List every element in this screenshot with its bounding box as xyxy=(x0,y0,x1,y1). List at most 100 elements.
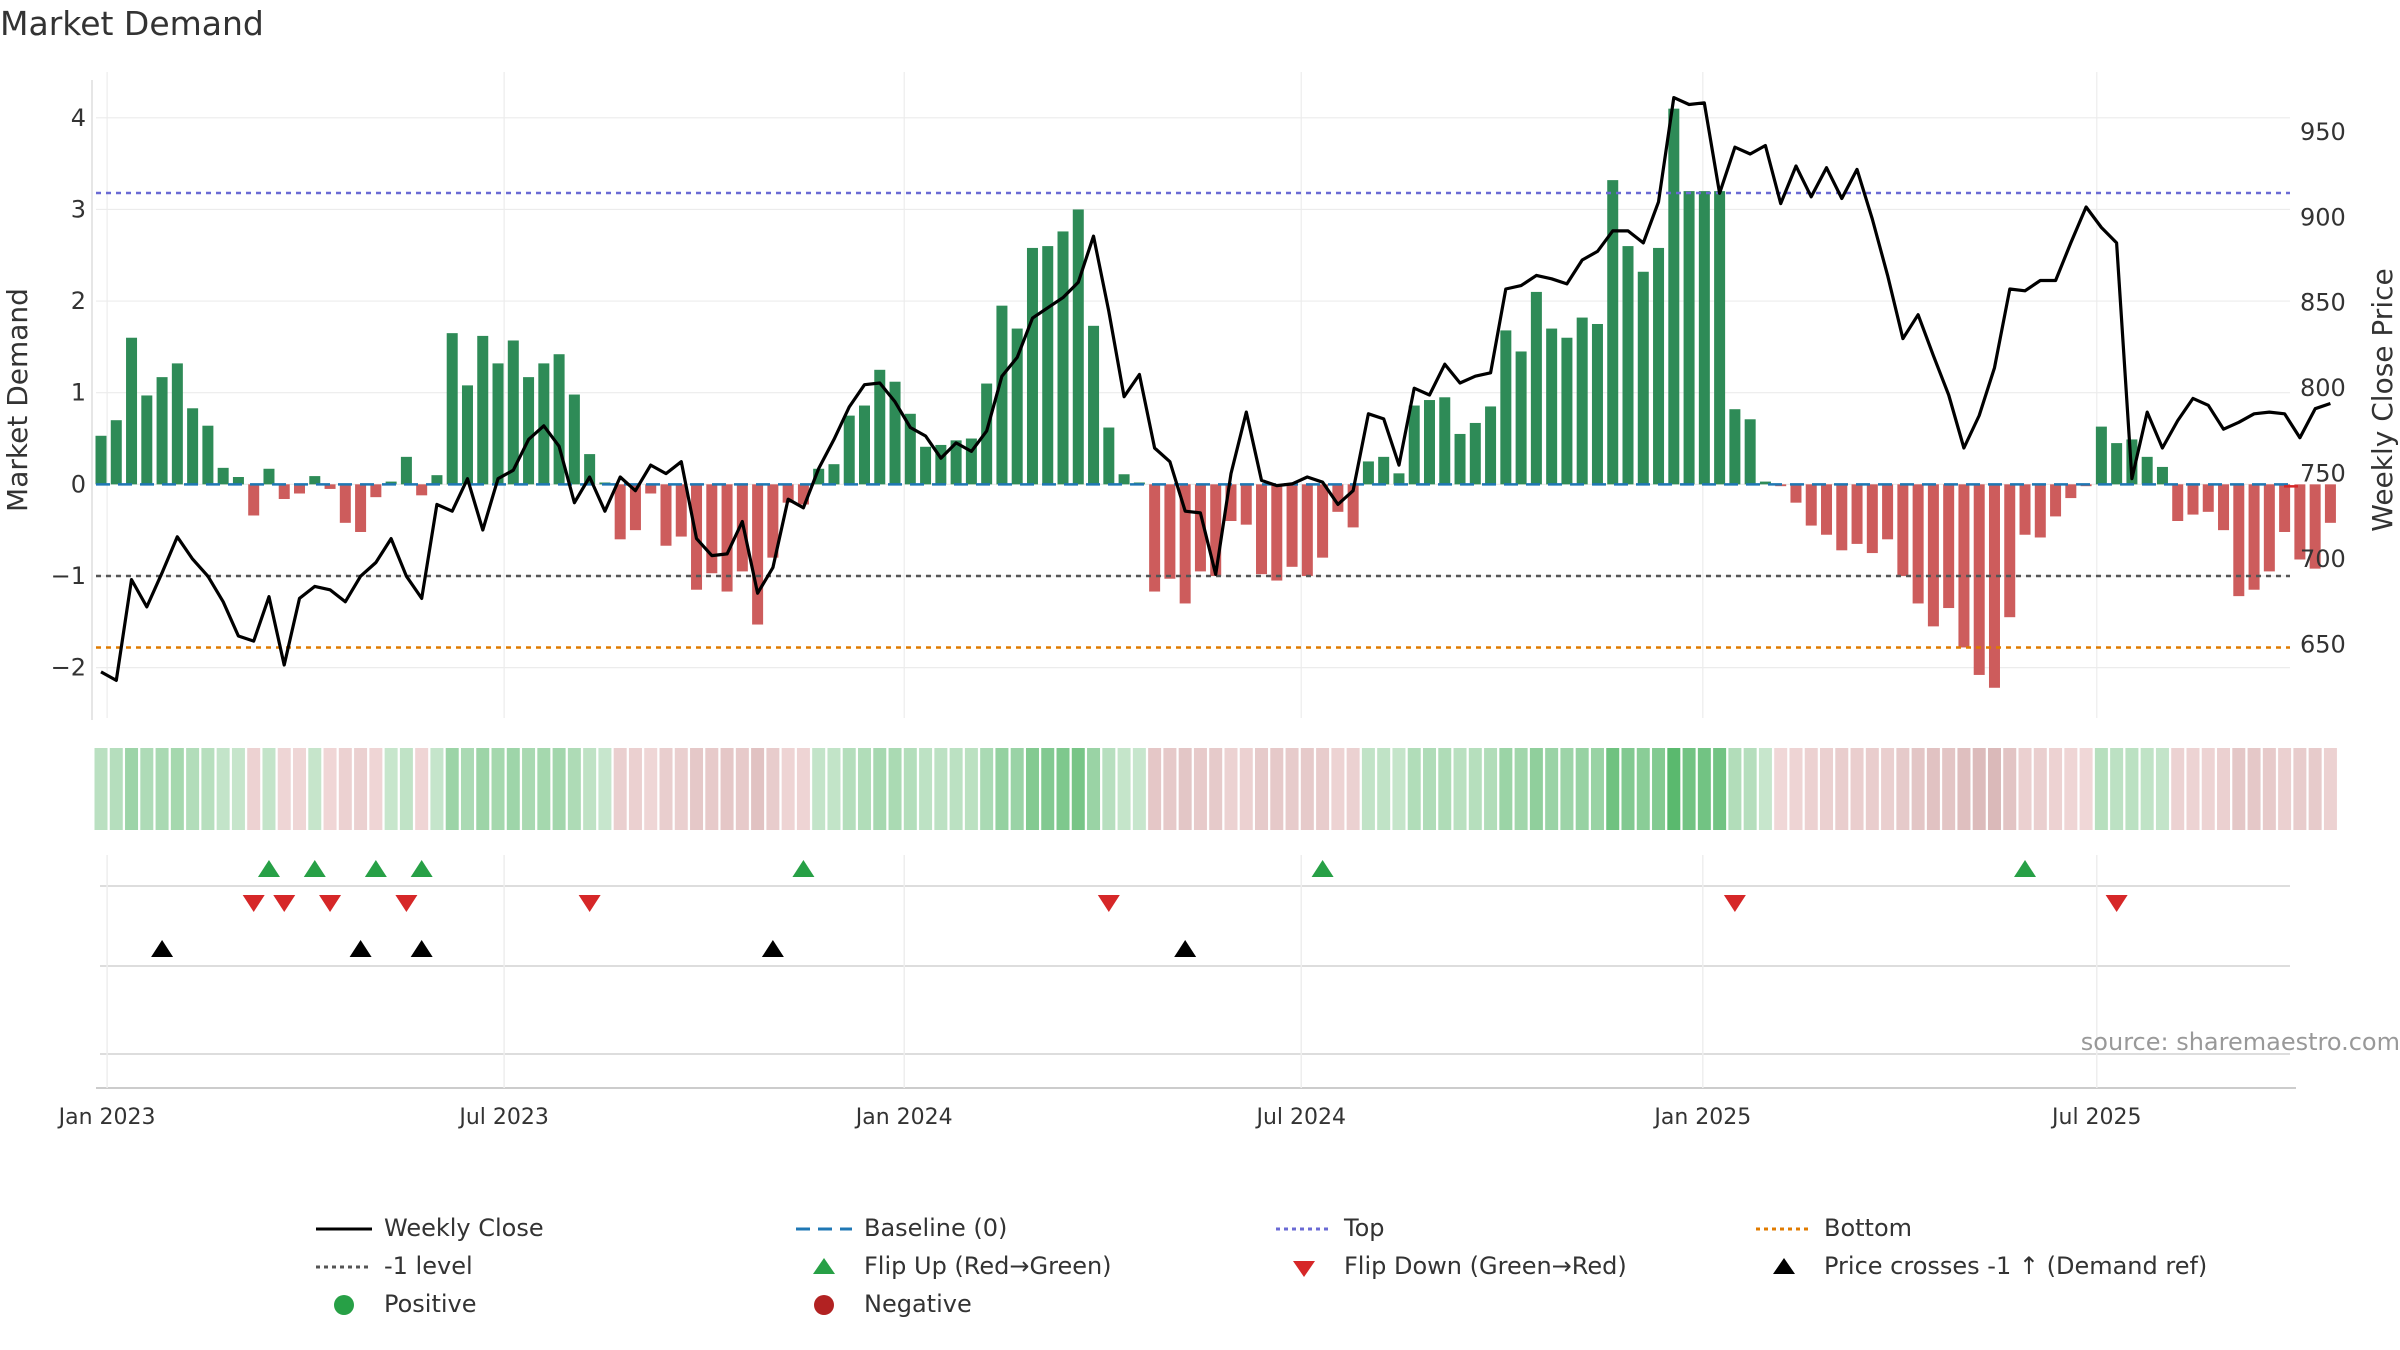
y2-tick-label: 850 xyxy=(2300,289,2346,317)
demand-bar xyxy=(1454,433,1466,485)
heat-cell xyxy=(1758,748,1772,830)
heat-cell xyxy=(1545,748,1559,830)
demand-bar xyxy=(859,405,870,485)
demand-bar xyxy=(1332,484,1344,512)
legend-label: Positive xyxy=(384,1290,477,1318)
heat-cell xyxy=(1025,748,1039,830)
x-tick-label: Jul 2025 xyxy=(2050,1105,2142,1130)
demand-bar xyxy=(126,337,138,485)
heat-cell xyxy=(354,748,368,830)
flip-down-marker xyxy=(395,895,418,912)
heat-cell xyxy=(369,748,383,830)
heat-cell xyxy=(1087,748,1101,830)
demand-bar xyxy=(477,335,489,485)
heat-cell xyxy=(2064,748,2078,830)
x-tick-label: Jan 2024 xyxy=(854,1105,953,1130)
heat-cell xyxy=(1484,748,1498,830)
demand-bar xyxy=(1026,247,1038,485)
demand-bar xyxy=(492,363,504,485)
y-tick-label: 2 xyxy=(71,287,86,315)
legend-label: Baseline (0) xyxy=(864,1214,1008,1242)
y-tick-label: 4 xyxy=(71,104,86,132)
demand-bar xyxy=(1591,323,1603,485)
heat-cell xyxy=(1881,748,1895,830)
heat-cell xyxy=(1178,748,1192,830)
flip-down-marker xyxy=(1723,895,1746,912)
demand-bar xyxy=(232,477,244,485)
heat-cell xyxy=(1865,748,1879,830)
heat-cell xyxy=(109,748,123,830)
heat-cell xyxy=(125,748,139,830)
heat-cell xyxy=(1392,748,1406,830)
heat-cell xyxy=(980,748,994,830)
demand-bar xyxy=(523,377,535,485)
demand-bar xyxy=(1118,474,1130,485)
heat-cell xyxy=(1422,748,1436,830)
demand-bar xyxy=(2095,426,2107,485)
y-tick-label: −2 xyxy=(51,654,86,682)
heat-cell xyxy=(1224,748,1238,830)
demand-bar xyxy=(416,484,428,496)
demand-bar xyxy=(920,446,932,485)
demand-bar xyxy=(2111,443,2123,485)
demand-bar xyxy=(1561,337,1573,485)
heat-cell xyxy=(873,748,887,830)
heat-cell xyxy=(338,748,352,830)
heat-cell xyxy=(277,748,291,830)
heat-cell xyxy=(552,748,566,830)
demand-bar xyxy=(828,464,840,485)
demand-bar xyxy=(584,454,596,485)
heat-cell xyxy=(1300,748,1314,830)
triangle-down-icon xyxy=(1293,1261,1315,1277)
flip-up-marker xyxy=(257,860,280,877)
heat-cell xyxy=(644,748,658,830)
heat-cell xyxy=(1239,748,1253,830)
demand-bar xyxy=(568,394,580,485)
heat-cell xyxy=(2110,748,2124,830)
heat-cell xyxy=(567,748,581,830)
demand-bar xyxy=(1790,484,1802,503)
heat-cell xyxy=(2079,748,2093,830)
heat-cell xyxy=(1514,748,1528,830)
demand-bar xyxy=(660,484,672,546)
demand-bar xyxy=(721,484,733,592)
demand-bar xyxy=(446,333,458,485)
demand-bar xyxy=(171,363,183,485)
heat-cell xyxy=(1911,748,1925,830)
demand-bar xyxy=(217,467,229,485)
heat-cell xyxy=(1407,748,1421,830)
heat-cell xyxy=(1193,748,1207,830)
weekly-close-line xyxy=(100,95,2331,683)
legend-label: Weekly Close xyxy=(384,1214,544,1242)
x-tick-label: Jan 2025 xyxy=(1652,1105,1751,1130)
demand-bar xyxy=(1805,484,1817,526)
heat-cell xyxy=(1453,748,1467,830)
demand-bar xyxy=(1347,484,1359,528)
heat-cell xyxy=(1041,748,1055,830)
heat-cell xyxy=(1667,748,1681,830)
legend-dotted-icon xyxy=(1276,1227,1332,1231)
demand-bar xyxy=(2172,484,2184,521)
heat-cell xyxy=(1377,748,1391,830)
legend-dash-icon xyxy=(796,1227,852,1231)
flip-down-marker xyxy=(578,895,601,912)
heat-cell xyxy=(858,748,871,830)
heat-cell xyxy=(1606,748,1620,830)
demand-bar xyxy=(553,354,565,485)
y2-tick-label: 750 xyxy=(2300,460,2346,488)
heat-cell xyxy=(796,748,810,830)
price-cross-marker xyxy=(410,940,433,957)
legend-label: Negative xyxy=(864,1290,972,1318)
heat-cell xyxy=(1361,748,1375,830)
demand-bar xyxy=(1469,422,1481,485)
heat-cell xyxy=(2125,748,2139,830)
demand-bar xyxy=(1256,484,1268,575)
heat-cell xyxy=(1621,748,1635,830)
demand-bar xyxy=(1240,484,1252,525)
demand-bar xyxy=(278,484,290,500)
heat-cell xyxy=(1438,748,1452,830)
demand-bar xyxy=(1821,484,1833,535)
heat-cell xyxy=(506,748,520,830)
heat-cell xyxy=(201,748,215,830)
